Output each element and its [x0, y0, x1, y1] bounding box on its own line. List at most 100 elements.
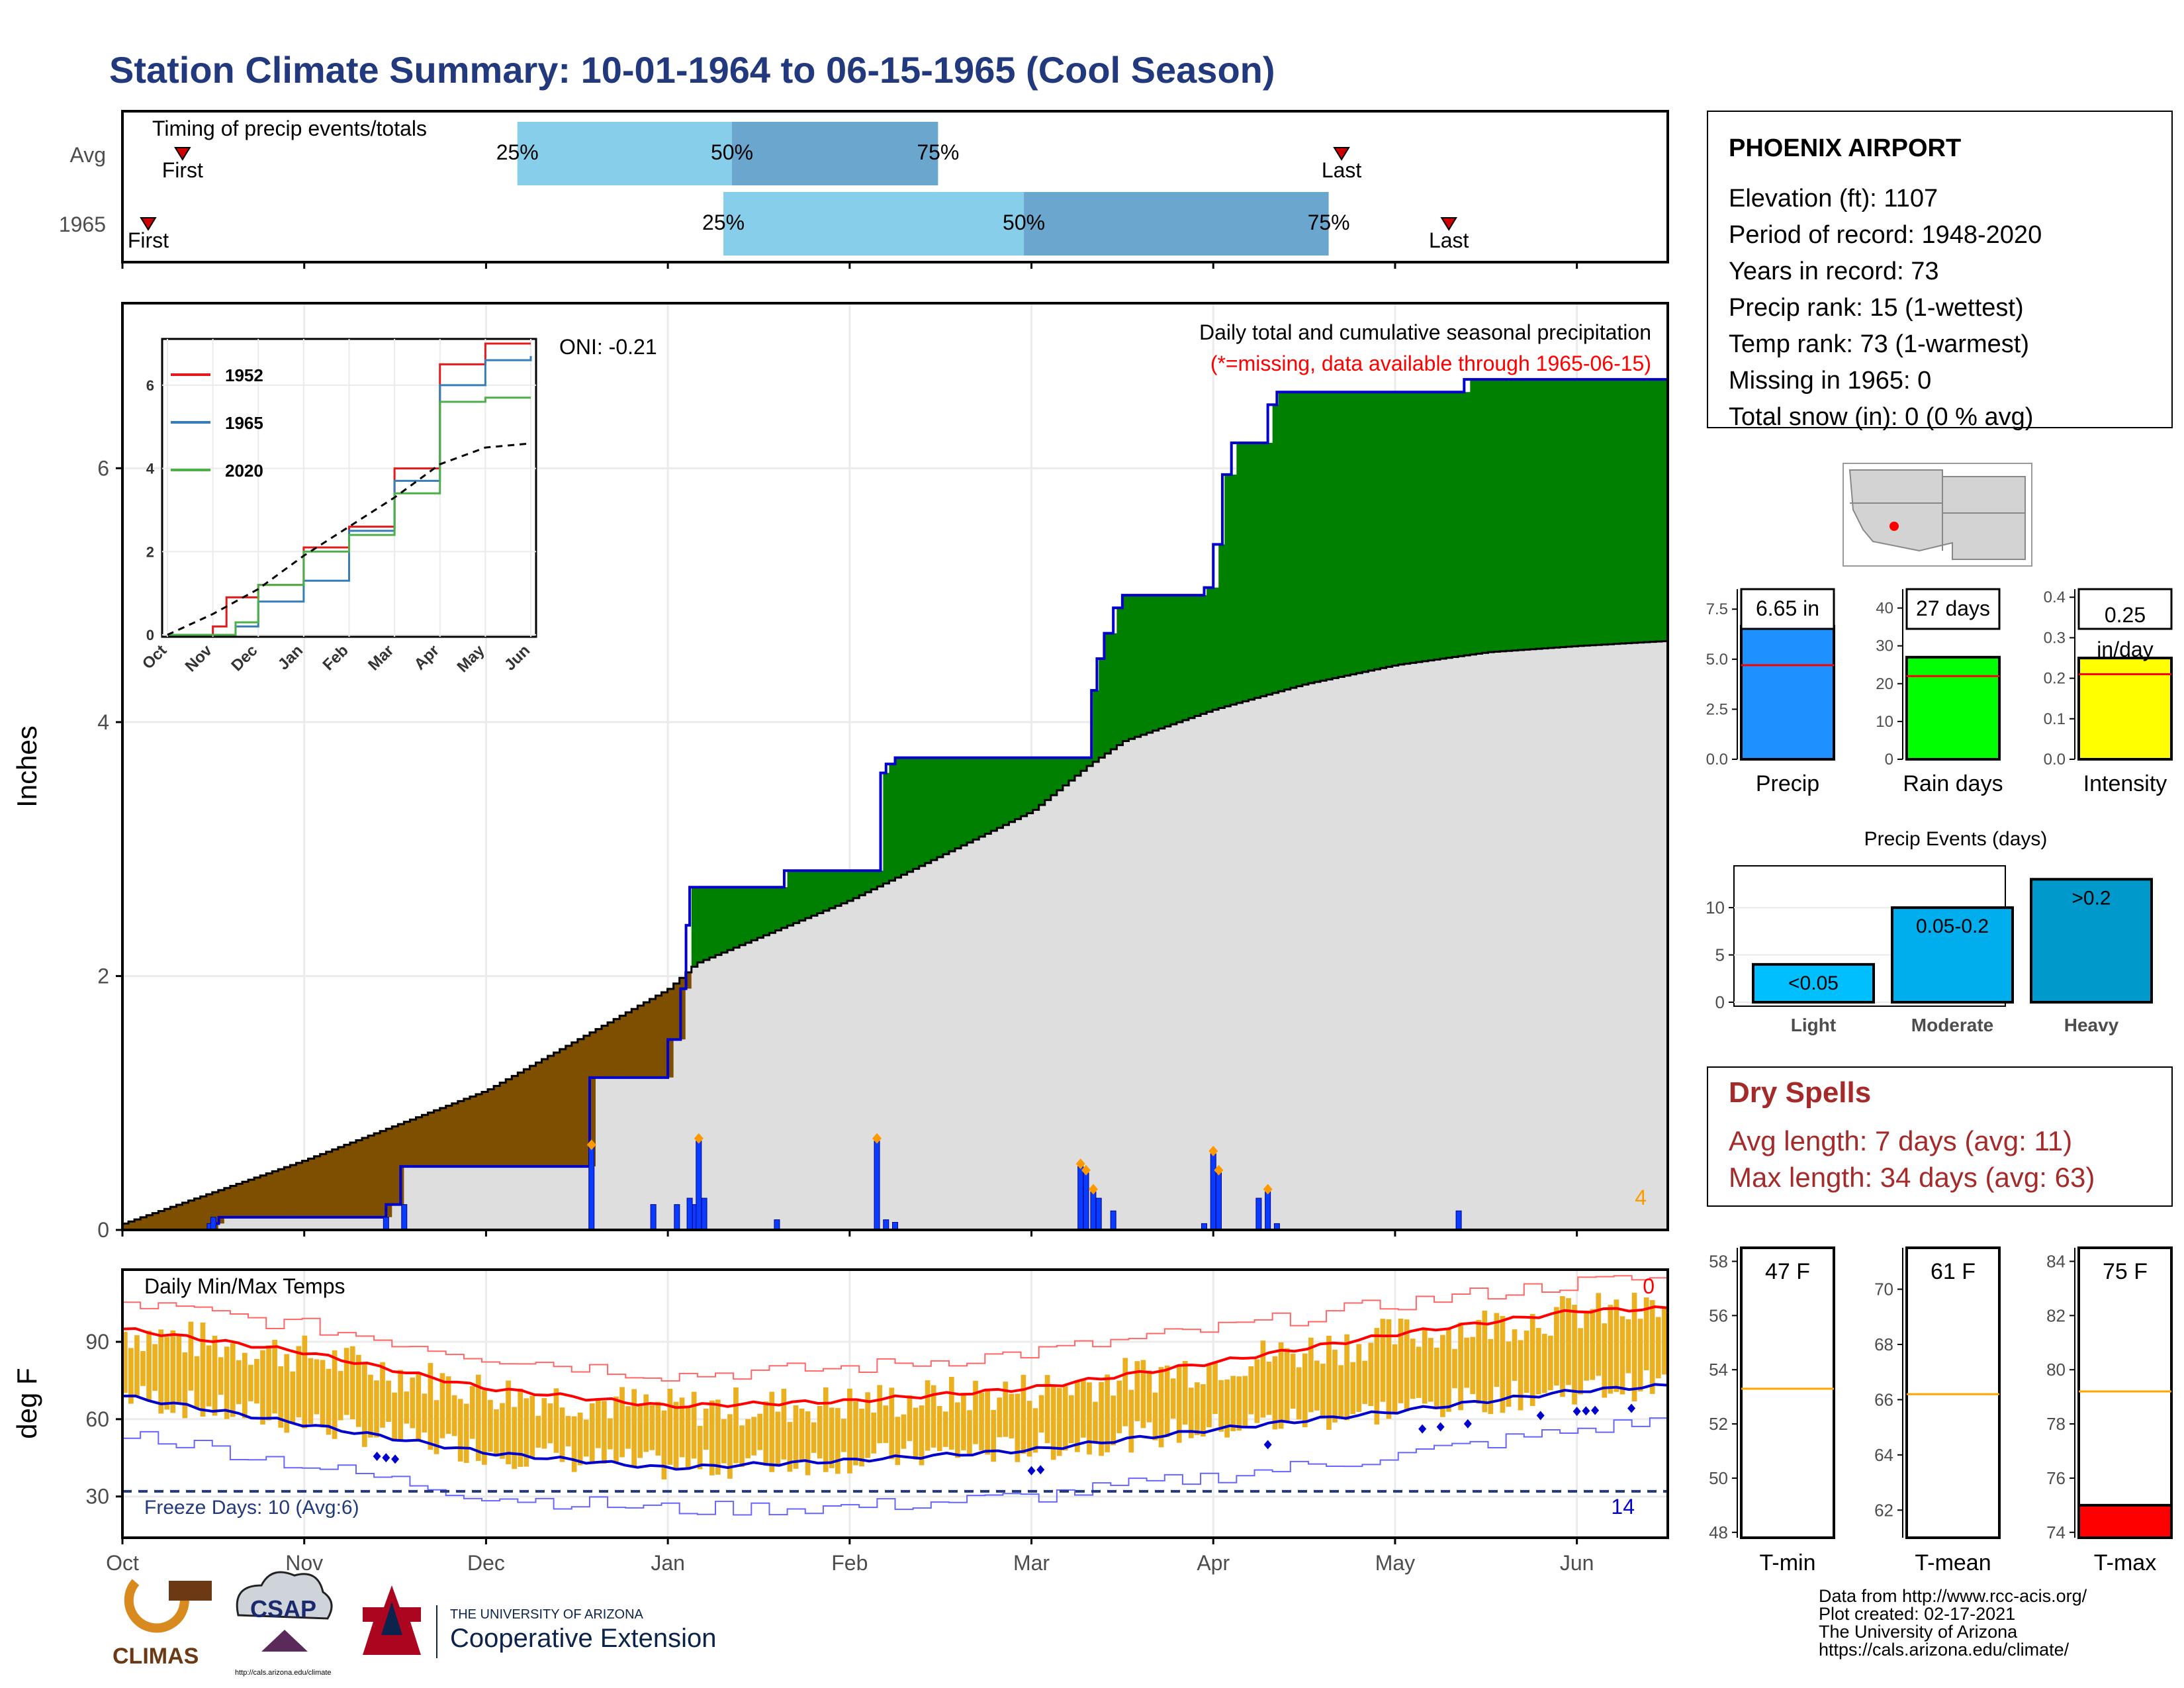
daily-temp-bar — [643, 1394, 649, 1452]
precip-surplus — [1619, 379, 1627, 644]
normal-area — [1122, 741, 1130, 1230]
normal-area — [1188, 718, 1195, 1230]
temp-data — [122, 1274, 1668, 1516]
daily-temp-bar — [1272, 1356, 1278, 1430]
intensity-unit-label: in/day — [2097, 637, 2153, 661]
daily-temp-bar — [284, 1354, 290, 1433]
raindays-ytick-label: 40 — [1876, 600, 1893, 618]
daily-temp-bar — [1182, 1360, 1188, 1425]
precip-surplus — [847, 870, 854, 901]
normal-area — [595, 1077, 602, 1230]
normal-area — [500, 1166, 506, 1230]
dry-spells-frame — [1707, 1066, 2173, 1207]
precip-surplus — [1266, 442, 1273, 695]
precip-surplus — [1500, 379, 1507, 651]
normal-area — [1529, 649, 1537, 1230]
raindays-ytick-label: 20 — [1876, 675, 1893, 693]
precip-surplus — [1434, 392, 1441, 660]
normal-area — [506, 1166, 512, 1230]
precip-surplus — [967, 757, 974, 843]
precip-surplus — [1201, 595, 1207, 714]
daily-precip-bar — [1455, 1210, 1462, 1231]
precip-deficit — [422, 1115, 429, 1167]
precip-surplus — [1404, 392, 1411, 664]
daily-temp-bar — [1386, 1319, 1392, 1419]
normal-area — [338, 1217, 345, 1230]
tmax-label: T-max — [2094, 1550, 2156, 1575]
normal-area — [691, 966, 698, 1230]
precip-surplus — [877, 870, 884, 887]
precip-deficit — [643, 1002, 651, 1078]
daily-temp-bar — [230, 1343, 236, 1417]
daily-temp-bar — [661, 1410, 667, 1479]
daily-temp-bar — [1344, 1334, 1349, 1421]
daily-temp-bar — [1201, 1383, 1206, 1437]
daily-temp-bar — [1506, 1341, 1512, 1407]
daily-temp-bar — [565, 1415, 571, 1446]
precip-surplus — [1003, 757, 1010, 825]
daily-temp-bar — [1655, 1317, 1661, 1379]
daily-temp-bar — [392, 1392, 397, 1442]
precip-surplus — [1356, 392, 1363, 673]
precip-surplus — [1278, 392, 1285, 692]
csap-logo[interactable]: CSAP http://cals.arizona.edu/climate — [235, 1571, 333, 1677]
precip-surplus — [1422, 392, 1429, 661]
normal-area — [1044, 800, 1052, 1230]
precip-ylabel: Inches — [11, 726, 42, 808]
normal-area — [1021, 816, 1028, 1230]
tmean-value-label: 61 F — [1931, 1259, 1976, 1284]
precip-deficit — [302, 1160, 309, 1217]
precip-frame — [121, 302, 1669, 1231]
precip-surplus — [1596, 379, 1603, 645]
normal-area — [757, 937, 764, 1230]
normal-area — [1248, 699, 1255, 1230]
ua-logo[interactable]: THE UNIVERSITY OF ARIZONA Cooperative Ex… — [363, 1585, 716, 1658]
normal-area — [643, 1077, 651, 1230]
precip-surplus — [1176, 595, 1183, 723]
precip-deficit — [206, 1194, 213, 1230]
normal-area — [428, 1166, 435, 1230]
daily-temp-bar — [1188, 1387, 1194, 1438]
normal-area — [553, 1166, 561, 1230]
daily-temp-bar — [236, 1360, 242, 1405]
precip-deficit — [236, 1184, 243, 1217]
daily-temp-bar — [948, 1376, 954, 1450]
precip-surplus — [1224, 474, 1231, 706]
daily-temp-bar — [1541, 1333, 1547, 1393]
precip-surplus — [1649, 379, 1657, 642]
normal-area — [1560, 647, 1567, 1230]
daily-temp-bar — [1254, 1359, 1260, 1423]
tmax-ytick-label: 82 — [2046, 1305, 2066, 1325]
normal-area — [883, 883, 890, 1230]
tmax-value-label: 75 F — [2103, 1259, 2148, 1284]
precip-deficit — [451, 1103, 459, 1167]
daily-temp-bar — [1404, 1319, 1410, 1411]
freeze-marker — [1418, 1424, 1427, 1434]
normal-area — [475, 1166, 482, 1230]
daily-temp-bar — [428, 1363, 433, 1450]
precip-value-box — [1740, 588, 1835, 630]
month-label: Jan — [651, 1551, 685, 1575]
daily-temp-bar — [439, 1373, 445, 1438]
normal-area — [1296, 686, 1303, 1230]
precip-surplus — [1254, 442, 1261, 698]
daily-temp-bar — [1170, 1378, 1176, 1419]
daily-temp-bar — [703, 1408, 709, 1450]
precip-deficit — [284, 1167, 291, 1217]
tmax-bar — [2077, 1503, 2173, 1539]
precip-deficit — [637, 1006, 644, 1078]
station-box: PHOENIX AIRPORT Elevation (ft): 1107 Per… — [1707, 111, 2173, 431]
normal-area — [355, 1217, 363, 1230]
normal-area — [547, 1166, 555, 1230]
normal-area — [248, 1217, 255, 1230]
precip-surplus — [1476, 379, 1483, 654]
daily-temp-bar — [919, 1405, 925, 1466]
timing-bar-25-50 — [723, 192, 1024, 256]
timing-p75-label: 75% — [917, 140, 959, 164]
daily-temp-bar — [721, 1419, 727, 1464]
freeze-marker — [1627, 1403, 1636, 1413]
precip-surplus — [1560, 379, 1567, 647]
temp-count-top: 0 — [1643, 1274, 1655, 1298]
dry-spells-avg: Avg length: 7 days (avg: 11) — [1729, 1125, 2072, 1156]
climas-logo[interactable]: CLIMAS — [113, 1579, 212, 1669]
